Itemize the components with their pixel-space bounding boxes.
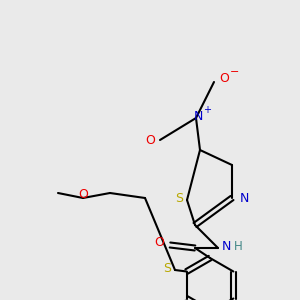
Text: N: N xyxy=(239,191,249,205)
Text: −: − xyxy=(230,67,240,77)
Text: +: + xyxy=(203,105,211,115)
Text: O: O xyxy=(219,71,229,85)
Text: H: H xyxy=(234,241,242,254)
Text: S: S xyxy=(163,262,171,275)
Text: O: O xyxy=(78,188,88,202)
Text: O: O xyxy=(154,236,164,248)
Text: O: O xyxy=(145,134,155,146)
Text: N: N xyxy=(193,110,203,124)
Text: N: N xyxy=(221,241,231,254)
Text: S: S xyxy=(175,191,183,205)
